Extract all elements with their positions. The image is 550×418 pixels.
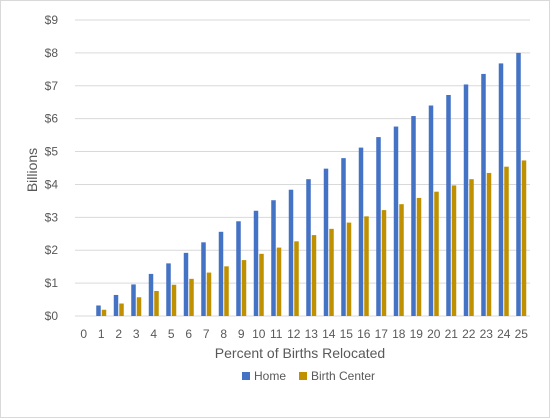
bar-birth-center xyxy=(241,260,247,316)
bar-home xyxy=(516,52,521,317)
bar-home xyxy=(341,158,346,316)
bar-birth-center xyxy=(434,191,439,316)
bar-birth-center xyxy=(189,278,194,316)
bar-home xyxy=(253,210,259,316)
gridlines xyxy=(75,19,530,317)
x-tick-label: 21 xyxy=(445,327,459,341)
bar-home xyxy=(463,84,469,316)
x-tick-label: 24 xyxy=(497,327,511,341)
legend-label-home: Home xyxy=(254,369,286,383)
y-tick-label: $5 xyxy=(45,145,59,159)
bar-home xyxy=(218,231,224,316)
y-tick-label: $9 xyxy=(45,13,59,27)
bar-home xyxy=(393,126,399,316)
bar-home xyxy=(481,73,486,316)
bar-birth-center xyxy=(504,166,509,316)
x-tick-label: 18 xyxy=(392,327,406,341)
bar-birth-center xyxy=(119,303,124,316)
x-tick-label: 23 xyxy=(480,327,494,341)
bar-home xyxy=(288,189,294,316)
bar-home xyxy=(306,179,311,316)
bar-birth-center xyxy=(206,272,212,316)
bar-birth-center xyxy=(171,284,177,316)
bar-home xyxy=(498,63,504,317)
x-tick-label: 7 xyxy=(203,327,210,341)
y-tick-label: $1 xyxy=(45,276,59,290)
bar-home xyxy=(113,294,119,316)
x-tick-label: 1 xyxy=(98,327,105,341)
legend: Home Birth Center xyxy=(242,369,375,383)
bar-home xyxy=(376,137,381,316)
y-tick-label: $0 xyxy=(45,309,59,323)
bar-birth-center xyxy=(469,179,474,316)
x-tick-label: 22 xyxy=(462,327,476,341)
bar-birth-center xyxy=(294,241,299,316)
y-tick-label: $8 xyxy=(45,46,59,60)
x-tick-label: 16 xyxy=(357,327,371,341)
x-tick-label: 3 xyxy=(133,327,140,341)
x-tick-label: 13 xyxy=(305,327,319,341)
x-tick-label: 25 xyxy=(515,327,529,341)
y-tick-label: $4 xyxy=(45,177,59,191)
x-tick-label: 12 xyxy=(287,327,301,341)
bar-birth-center xyxy=(136,297,142,316)
x-tick-label: 11 xyxy=(270,327,283,341)
bar-birth-center xyxy=(521,160,527,316)
bar-birth-center xyxy=(259,253,264,316)
x-tick-label: 10 xyxy=(252,327,266,341)
x-tick-label: 5 xyxy=(168,327,175,341)
x-tick-label: 0 xyxy=(80,327,87,341)
bar-home xyxy=(446,94,451,316)
y-tick-label: $7 xyxy=(45,79,59,93)
bar-birth-center xyxy=(329,228,334,316)
bar-birth-center xyxy=(154,291,159,316)
bar-birth-center xyxy=(416,197,422,316)
y-tick-label: $6 xyxy=(45,112,59,126)
y-tick-labels: $0 $1 $2 $3 $4 $5 $6 $7 $8 $9 xyxy=(45,13,59,323)
x-tick-label: 15 xyxy=(340,327,354,341)
bar-birth-center xyxy=(276,247,282,316)
bars xyxy=(96,52,527,317)
bar-birth-center xyxy=(399,204,404,316)
x-tick-label: 4 xyxy=(150,327,157,341)
bar-home xyxy=(271,200,276,316)
legend-label-birth-center: Birth Center xyxy=(311,369,375,383)
x-axis-title: Percent of Births Relocated xyxy=(215,345,385,361)
bar-home xyxy=(148,273,154,316)
x-tick-label: 17 xyxy=(375,327,389,341)
bar-home xyxy=(166,263,171,316)
bar-home xyxy=(201,242,206,316)
legend-swatch-home xyxy=(242,372,250,380)
bar-home xyxy=(236,221,241,316)
bar-birth-center xyxy=(486,172,492,316)
bar-birth-center xyxy=(311,235,317,316)
bar-birth-center xyxy=(451,185,457,316)
bar-home xyxy=(96,305,101,316)
x-tick-label: 9 xyxy=(238,327,245,341)
legend-swatch-birth-center xyxy=(299,372,307,380)
bar-home xyxy=(428,105,434,316)
x-tick-label: 19 xyxy=(410,327,424,341)
x-tick-label: 2 xyxy=(115,327,122,341)
x-tick-labels: 0 1 2 3 4 5 6 7 8 9 10 11 12 13 14 15 16 17 18 19 20 21 22 23 24… xyxy=(80,327,528,341)
bar-birth-center xyxy=(381,210,387,316)
y-tick-label: $2 xyxy=(45,243,59,257)
bar-home xyxy=(323,168,329,316)
y-tick-label: $3 xyxy=(45,210,59,224)
x-tick-label: 8 xyxy=(220,327,227,341)
bar-birth-center xyxy=(364,216,369,316)
bar-home xyxy=(358,147,364,316)
bar-birth-center xyxy=(346,222,352,316)
bar-birth-center xyxy=(224,266,229,316)
bar-birth-center xyxy=(101,309,107,316)
x-tick-label: 20 xyxy=(427,327,441,341)
bar-home xyxy=(183,252,189,316)
bar-home xyxy=(411,116,416,316)
bar-home xyxy=(131,284,136,316)
y-axis-title: Billions xyxy=(24,148,40,192)
x-tick-label: 14 xyxy=(322,327,336,341)
x-tick-label: 6 xyxy=(185,327,192,341)
